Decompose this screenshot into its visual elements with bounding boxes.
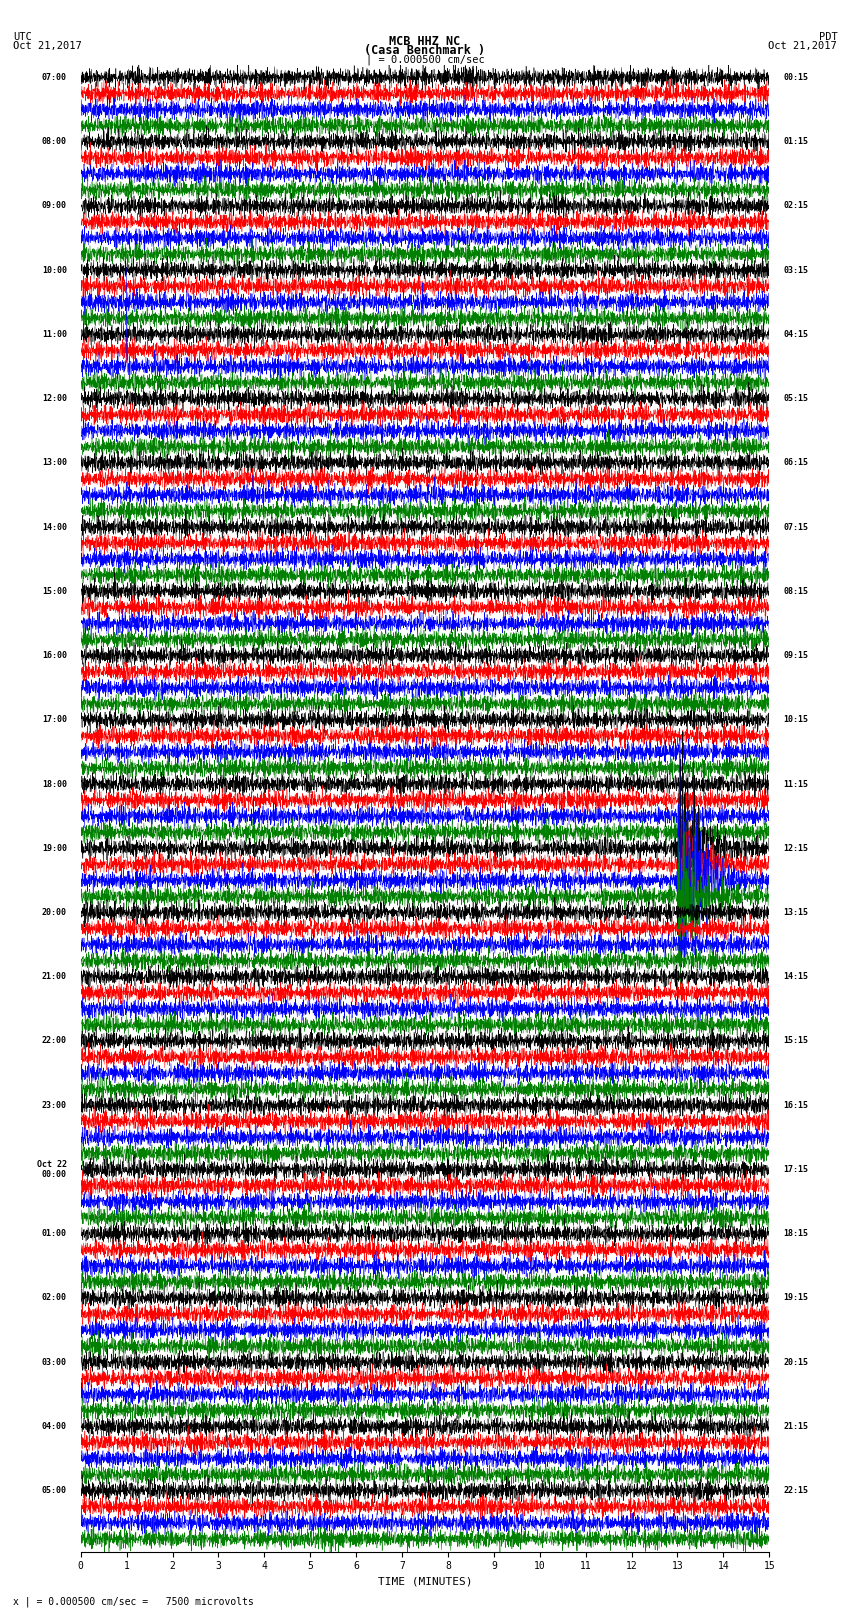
- Text: 18:15: 18:15: [783, 1229, 808, 1239]
- Text: 22:15: 22:15: [783, 1486, 808, 1495]
- Text: 02:15: 02:15: [783, 202, 808, 210]
- Text: | = 0.000500 cm/sec: | = 0.000500 cm/sec: [366, 53, 484, 65]
- Text: 03:00: 03:00: [42, 1358, 67, 1366]
- Text: 20:00: 20:00: [42, 908, 67, 918]
- Text: 10:00: 10:00: [42, 266, 67, 274]
- Text: 07:00: 07:00: [42, 73, 67, 82]
- X-axis label: TIME (MINUTES): TIME (MINUTES): [377, 1578, 473, 1587]
- Text: 23:00: 23:00: [42, 1100, 67, 1110]
- Text: 04:15: 04:15: [783, 329, 808, 339]
- Text: 04:00: 04:00: [42, 1423, 67, 1431]
- Text: UTC: UTC: [13, 32, 31, 42]
- Text: 17:00: 17:00: [42, 715, 67, 724]
- Text: 11:00: 11:00: [42, 329, 67, 339]
- Text: 09:15: 09:15: [783, 652, 808, 660]
- Text: 01:15: 01:15: [783, 137, 808, 147]
- Text: 13:15: 13:15: [783, 908, 808, 918]
- Text: MCB HHZ NC: MCB HHZ NC: [389, 35, 461, 48]
- Text: x | = 0.000500 cm/sec =   7500 microvolts: x | = 0.000500 cm/sec = 7500 microvolts: [13, 1595, 253, 1607]
- Text: 21:00: 21:00: [42, 973, 67, 981]
- Text: Oct 21,2017: Oct 21,2017: [13, 40, 82, 52]
- Text: 01:00: 01:00: [42, 1229, 67, 1239]
- Text: 00:15: 00:15: [783, 73, 808, 82]
- Text: 03:15: 03:15: [783, 266, 808, 274]
- Text: 17:15: 17:15: [783, 1165, 808, 1174]
- Text: 21:15: 21:15: [783, 1423, 808, 1431]
- Text: 02:00: 02:00: [42, 1294, 67, 1302]
- Text: 12:00: 12:00: [42, 394, 67, 403]
- Text: 08:00: 08:00: [42, 137, 67, 147]
- Text: 12:15: 12:15: [783, 844, 808, 853]
- Text: 13:00: 13:00: [42, 458, 67, 468]
- Text: 20:15: 20:15: [783, 1358, 808, 1366]
- Text: 09:00: 09:00: [42, 202, 67, 210]
- Text: 07:15: 07:15: [783, 523, 808, 532]
- Text: (Casa Benchmark ): (Casa Benchmark ): [365, 44, 485, 58]
- Text: 22:00: 22:00: [42, 1037, 67, 1045]
- Text: 15:15: 15:15: [783, 1037, 808, 1045]
- Text: 08:15: 08:15: [783, 587, 808, 595]
- Text: PDT: PDT: [819, 32, 837, 42]
- Text: 14:15: 14:15: [783, 973, 808, 981]
- Text: 18:00: 18:00: [42, 779, 67, 789]
- Text: 05:00: 05:00: [42, 1486, 67, 1495]
- Text: 10:15: 10:15: [783, 715, 808, 724]
- Text: 16:00: 16:00: [42, 652, 67, 660]
- Text: 05:15: 05:15: [783, 394, 808, 403]
- Text: Oct 22
00:00: Oct 22 00:00: [37, 1160, 67, 1179]
- Text: 19:00: 19:00: [42, 844, 67, 853]
- Text: 19:15: 19:15: [783, 1294, 808, 1302]
- Text: 14:00: 14:00: [42, 523, 67, 532]
- Text: 06:15: 06:15: [783, 458, 808, 468]
- Text: 16:15: 16:15: [783, 1100, 808, 1110]
- Text: 11:15: 11:15: [783, 779, 808, 789]
- Text: Oct 21,2017: Oct 21,2017: [768, 40, 837, 52]
- Text: 15:00: 15:00: [42, 587, 67, 595]
